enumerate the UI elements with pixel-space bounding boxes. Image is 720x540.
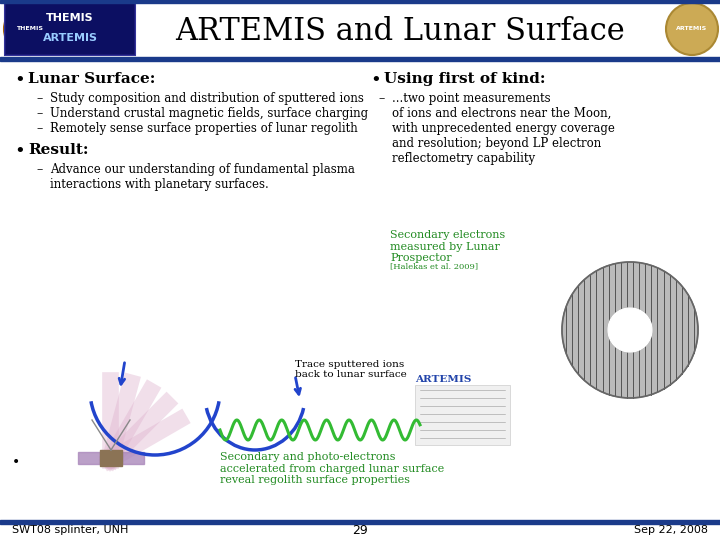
Text: ARTEMIS: ARTEMIS — [42, 33, 97, 43]
Bar — [0, 0, 720, 3]
Wedge shape — [562, 262, 698, 398]
Text: THEMIS: THEMIS — [46, 13, 94, 23]
Bar — [0, 57, 720, 61]
Bar — [78, 452, 100, 464]
Text: Lunar Surface:: Lunar Surface: — [28, 72, 156, 86]
Text: Advance our understanding of fundamental plasma
interactions with planetary surf: Advance our understanding of fundamental… — [50, 163, 355, 191]
Circle shape — [608, 308, 652, 352]
Text: •: • — [370, 72, 381, 90]
Text: Result:: Result: — [28, 143, 89, 157]
Circle shape — [666, 3, 718, 55]
Text: ARTEMIS: ARTEMIS — [415, 375, 472, 384]
Bar — [5, 3, 135, 55]
Text: •: • — [14, 143, 24, 161]
Text: [Halekas et al. 2009]: [Halekas et al. 2009] — [390, 262, 478, 270]
Text: ARTEMIS and Lunar Surface: ARTEMIS and Lunar Surface — [175, 17, 625, 48]
Text: –: – — [36, 92, 42, 105]
Text: Remotely sense surface properties of lunar regolith: Remotely sense surface properties of lun… — [50, 122, 358, 135]
Bar — [100, 450, 122, 466]
Text: Secondary and photo-electrons
accelerated from charged lunar surface
reveal rego: Secondary and photo-electrons accelerate… — [220, 452, 444, 485]
Text: Study composition and distribution of sputtered ions: Study composition and distribution of sp… — [50, 92, 364, 105]
Text: –: – — [36, 122, 42, 135]
Text: Trace sputtered ions
back to lunar surface: Trace sputtered ions back to lunar surfa… — [295, 360, 407, 380]
Text: –: – — [36, 107, 42, 120]
Bar — [122, 452, 144, 464]
Text: Using first of kind:: Using first of kind: — [384, 72, 546, 86]
Circle shape — [4, 3, 56, 55]
Bar — [415, 385, 510, 445]
Text: Secondary electrons
measured by Lunar
Prospector: Secondary electrons measured by Lunar Pr… — [390, 230, 505, 263]
Text: Sep 22, 2008: Sep 22, 2008 — [634, 525, 708, 535]
Text: THEMIS: THEMIS — [17, 26, 43, 31]
Bar — [0, 520, 720, 524]
FancyBboxPatch shape — [5, 3, 135, 55]
Text: –: – — [36, 163, 42, 176]
Text: ARTEMIS: ARTEMIS — [676, 26, 708, 31]
Text: –: – — [378, 92, 384, 105]
Text: •: • — [12, 455, 20, 469]
Text: 29: 29 — [352, 523, 368, 537]
Text: Understand crustal magnetic fields, surface charging: Understand crustal magnetic fields, surf… — [50, 107, 368, 120]
Text: SWT08 splinter, UNH: SWT08 splinter, UNH — [12, 525, 128, 535]
Text: •: • — [14, 72, 24, 90]
Text: ...two point measurements
of ions and electrons near the Moon,
with unprecedente: ...two point measurements of ions and el… — [392, 92, 615, 165]
